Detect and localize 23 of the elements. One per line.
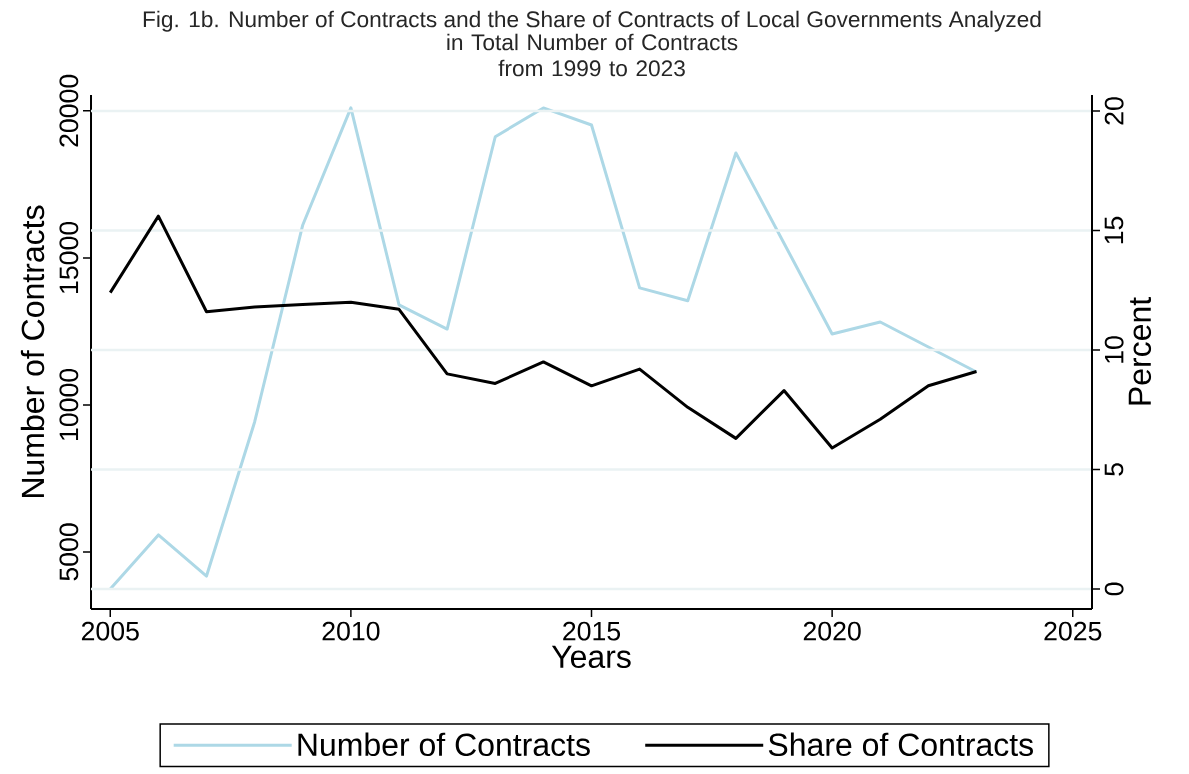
chart-title: Fig. 1b. Number of Contracts and the Share of Contracts of Local Governments Analyzed (143, 10, 1041, 32)
y2-tick-label: 5 (1104, 463, 1124, 476)
chart-subtitle: in Total Number of Contracts from 1999 to 2023 (447, 33, 738, 77)
y2-axis-title: Percent (1128, 297, 1152, 405)
x-tick-label: 2005 (81, 621, 139, 641)
x-axis-title: Years (551, 645, 631, 669)
y-axis-title: Number of Contracts (20, 205, 45, 497)
y2-tick-label: 0 (1104, 582, 1124, 596)
y-tick-label: 20000 (59, 74, 79, 147)
line-series (108, 106, 978, 591)
x-tick-label: 2025 (1044, 621, 1102, 641)
x-tick-label: 2010 (322, 621, 380, 641)
y2-tick-label: 15 (1104, 216, 1124, 244)
y2-tick-label: 10 (1104, 336, 1124, 363)
y-tick-label: 5000 (59, 523, 79, 581)
line-series (108, 214, 978, 450)
y-tick-label: 10000 (59, 368, 79, 440)
legend-label: Share of Contracts (768, 732, 1033, 757)
legend-label: Number of Contracts (298, 732, 590, 757)
x-tick-label: 2020 (803, 621, 861, 641)
y-tick-label: 15000 (59, 221, 79, 293)
y2-tick-label: 20 (1104, 97, 1124, 125)
x-tick-label: 2015 (563, 621, 621, 641)
